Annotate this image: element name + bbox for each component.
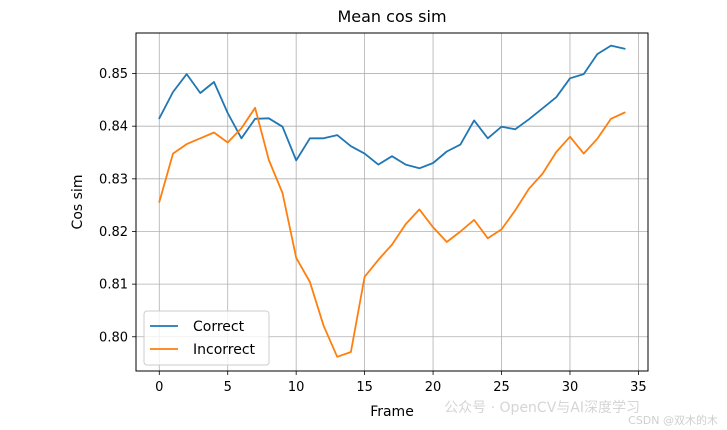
x-tick-label: 10 xyxy=(288,380,305,395)
chart-title: Mean cos sim xyxy=(337,7,446,26)
x-tick-label: 0 xyxy=(155,380,163,395)
plot-frame xyxy=(135,32,649,372)
x-tick-label: 5 xyxy=(224,380,232,395)
series-lines xyxy=(158,44,626,358)
series-line-correct xyxy=(158,44,626,170)
x-axis-label: Frame xyxy=(370,404,414,420)
x-tick-label: 20 xyxy=(425,380,442,395)
legend-label-incorrect: Incorrect xyxy=(193,342,256,358)
grid-lines xyxy=(136,33,648,371)
y-tick-label: 0.82 xyxy=(99,225,128,240)
y-tick-label: 0.85 xyxy=(99,67,128,82)
series-line-incorrect xyxy=(158,106,626,358)
x-tick-label: 35 xyxy=(630,380,647,395)
watermark-text: 公众号 · OpenCV与AI深度学习 xyxy=(444,400,640,416)
watermark: 公众号 · OpenCV与AI深度学习 CSDN @双木的木 xyxy=(444,400,718,427)
y-axis-ticks: 0.80 0.81 0.82 0.83 0.84 0.85 xyxy=(99,67,136,345)
watermark-credit: CSDN @双木的木 xyxy=(628,413,718,427)
y-tick-label: 0.84 xyxy=(99,120,128,135)
y-tick-label: 0.80 xyxy=(99,330,128,345)
legend: Correct Incorrect xyxy=(143,310,270,366)
x-tick-label: 15 xyxy=(356,380,373,395)
x-tick-label: 25 xyxy=(493,380,510,395)
y-tick-label: 0.83 xyxy=(99,172,128,187)
y-tick-label: 0.81 xyxy=(99,278,128,293)
x-axis-ticks: 0 5 10 15 20 25 30 35 xyxy=(155,371,647,395)
legend-box xyxy=(143,310,270,366)
y-axis-label: Cos sim xyxy=(70,175,86,230)
x-tick-label: 30 xyxy=(562,380,579,395)
legend-label-correct: Correct xyxy=(193,319,245,335)
